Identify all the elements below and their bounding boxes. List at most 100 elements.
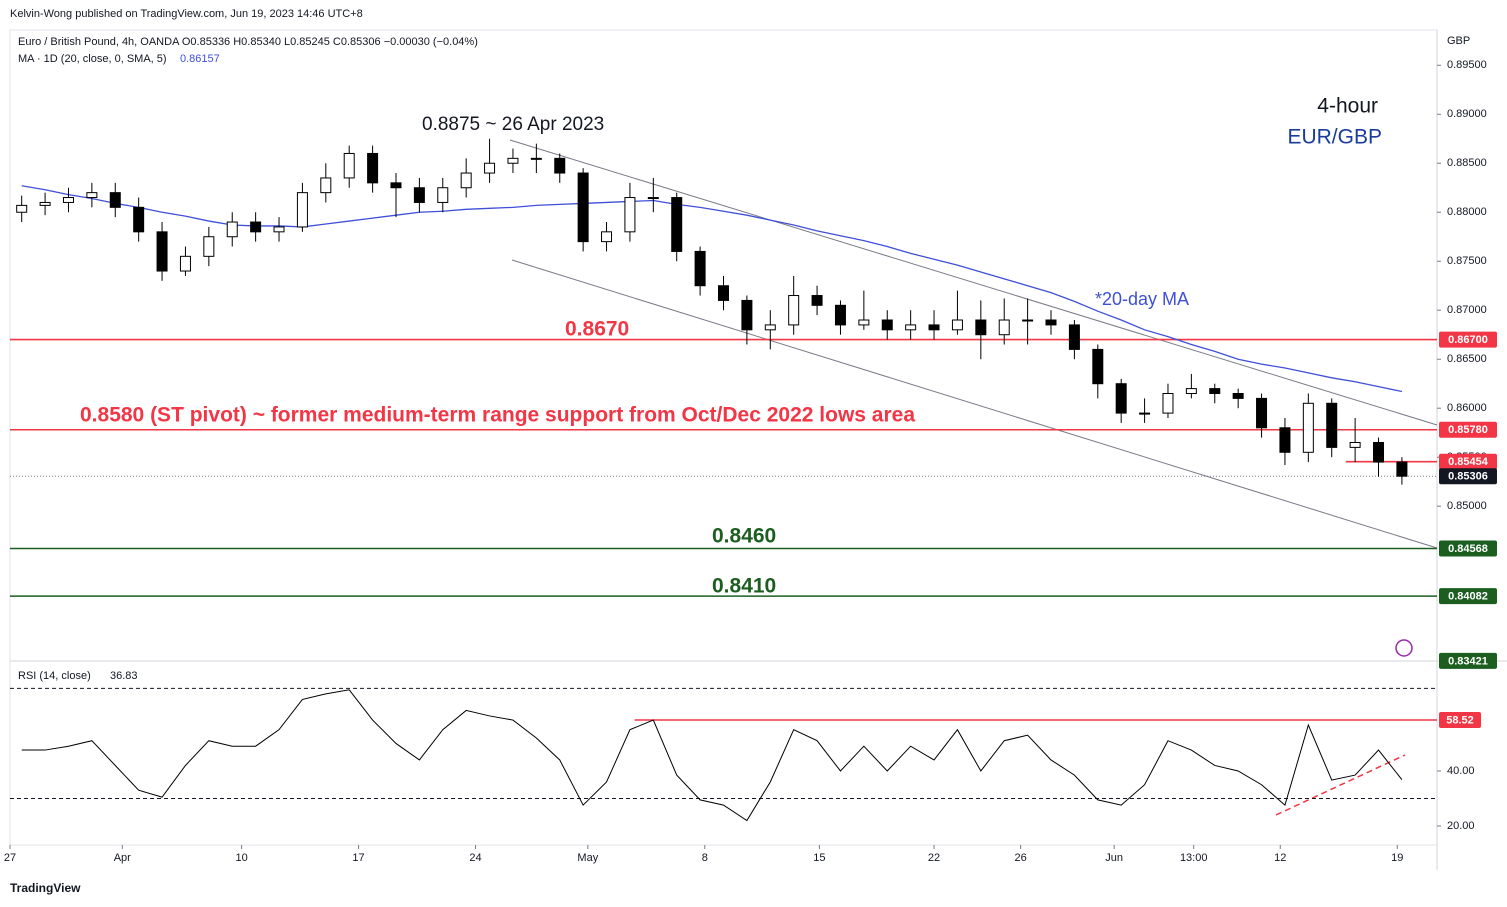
candle-body <box>671 197 683 252</box>
candle-body <box>928 324 940 331</box>
level-label: 0.84082 <box>1448 591 1488 603</box>
rsi-trendline <box>1275 754 1406 816</box>
candle-body <box>343 152 355 179</box>
candle-body <box>624 197 636 233</box>
candle-body <box>390 182 402 189</box>
candle-body <box>86 192 98 199</box>
candle-body <box>39 201 51 206</box>
ma-note: *20-day MA <box>1095 289 1189 309</box>
candle-body <box>1045 319 1057 326</box>
candle-body <box>226 221 238 238</box>
candle-body <box>858 319 870 326</box>
level-box <box>1439 331 1497 348</box>
rsi-level-box <box>1439 712 1481 729</box>
level-label: 0.86700 <box>1448 334 1488 346</box>
level-label: 0.85306 <box>1448 471 1488 483</box>
y-tick-label: 0.87500 <box>1447 255 1487 267</box>
candle-body <box>1302 402 1314 453</box>
candle-body <box>484 162 496 174</box>
candle-body <box>764 324 776 331</box>
x-tick-label: 15 <box>813 852 825 864</box>
axis-unit: GBP <box>1447 35 1470 47</box>
ma-value: 0.86157 <box>180 53 220 65</box>
candle-body <box>577 172 589 243</box>
candle-body <box>273 226 285 233</box>
legend: Euro / British Pound, 4h, OANDA O0.85336… <box>18 36 478 48</box>
candle-body <box>320 177 332 194</box>
y-tick-label: 0.89000 <box>1447 108 1487 120</box>
x-tick-label: 26 <box>1014 852 1026 864</box>
level-annotation: 0.8460 <box>712 525 776 548</box>
y-tick-label: 0.85000 <box>1447 500 1487 512</box>
level-label: 0.83421 <box>1448 655 1488 667</box>
ma-legend: MA · 1D (20, close, 0, SMA, 5) <box>18 53 167 65</box>
high-annotation: 0.8875 ~ 26 Apr 2023 <box>422 114 604 135</box>
y-tick-label: 0.87000 <box>1447 304 1487 316</box>
candle-body <box>1396 461 1408 477</box>
candle-body <box>975 319 987 336</box>
candle-body <box>1068 324 1080 350</box>
level-box <box>1439 540 1497 557</box>
candle-body <box>16 204 28 213</box>
level-label: 0.84568 <box>1448 543 1488 555</box>
x-tick-label: 10 <box>235 852 247 864</box>
candle-body <box>1373 441 1385 463</box>
level-box <box>1439 421 1497 438</box>
candle-body <box>647 197 659 200</box>
candle-body <box>788 295 800 326</box>
candle-body <box>133 206 145 233</box>
candle-body <box>203 236 215 257</box>
candle-body <box>554 157 566 174</box>
rsi-legend: RSI (14, close) <box>18 670 91 682</box>
rsi-line <box>21 689 1403 822</box>
rsi-tick-label: 40.00 <box>1447 765 1475 777</box>
candle-body <box>951 319 963 331</box>
x-tick-label: 13:00 <box>1180 852 1208 864</box>
timeframe: 4-hour <box>1317 95 1378 118</box>
candle-body <box>881 319 893 331</box>
candle-body <box>905 324 917 331</box>
rsi-level-label: 58.52 <box>1446 714 1474 726</box>
candle-body <box>1256 397 1268 429</box>
candle-body <box>1022 319 1034 322</box>
candle-body <box>296 192 308 228</box>
candle-body <box>507 157 519 164</box>
candle-body <box>367 152 379 184</box>
x-tick-label: Jun <box>1105 852 1123 864</box>
x-tick-label: 17 <box>352 852 364 864</box>
candle-body <box>1092 348 1104 385</box>
y-tick-label: 0.86000 <box>1447 402 1487 414</box>
symbol: EUR/GBP <box>1287 126 1382 149</box>
candle-body <box>62 197 74 203</box>
footer: TradingView <box>10 881 81 895</box>
candle-body <box>1139 412 1151 415</box>
candle-body <box>741 299 753 331</box>
level-annotation: 0.8580 (ST pivot) ~ former medium-term r… <box>80 404 915 427</box>
level-annotation: 0.8670 <box>565 318 629 341</box>
candle-body <box>601 231 613 243</box>
candle-body <box>109 192 121 208</box>
y-tick-label: 0.88000 <box>1447 206 1487 218</box>
x-tick-label: Apr <box>114 852 131 864</box>
candle-body <box>718 285 729 301</box>
channel-upper <box>509 139 1438 426</box>
candle-body <box>1232 392 1244 399</box>
x-tick-label: 27 <box>4 852 16 864</box>
candle-body <box>1349 441 1361 448</box>
candle-body <box>530 157 542 160</box>
candle-body <box>1162 392 1174 414</box>
candle-body <box>998 319 1010 336</box>
candle-body <box>156 231 168 272</box>
publisher: Kelvin-Wong published on TradingView.com… <box>10 8 363 20</box>
candle-body <box>1185 388 1197 394</box>
candle-body <box>1115 383 1127 414</box>
candle-body <box>437 187 449 203</box>
level-box <box>1439 588 1497 605</box>
channel-lower <box>511 259 1438 549</box>
candle-body <box>1209 388 1221 394</box>
level-label: 0.85454 <box>1448 456 1489 468</box>
rsi-value: 36.83 <box>110 670 138 682</box>
candle-body <box>811 295 823 306</box>
